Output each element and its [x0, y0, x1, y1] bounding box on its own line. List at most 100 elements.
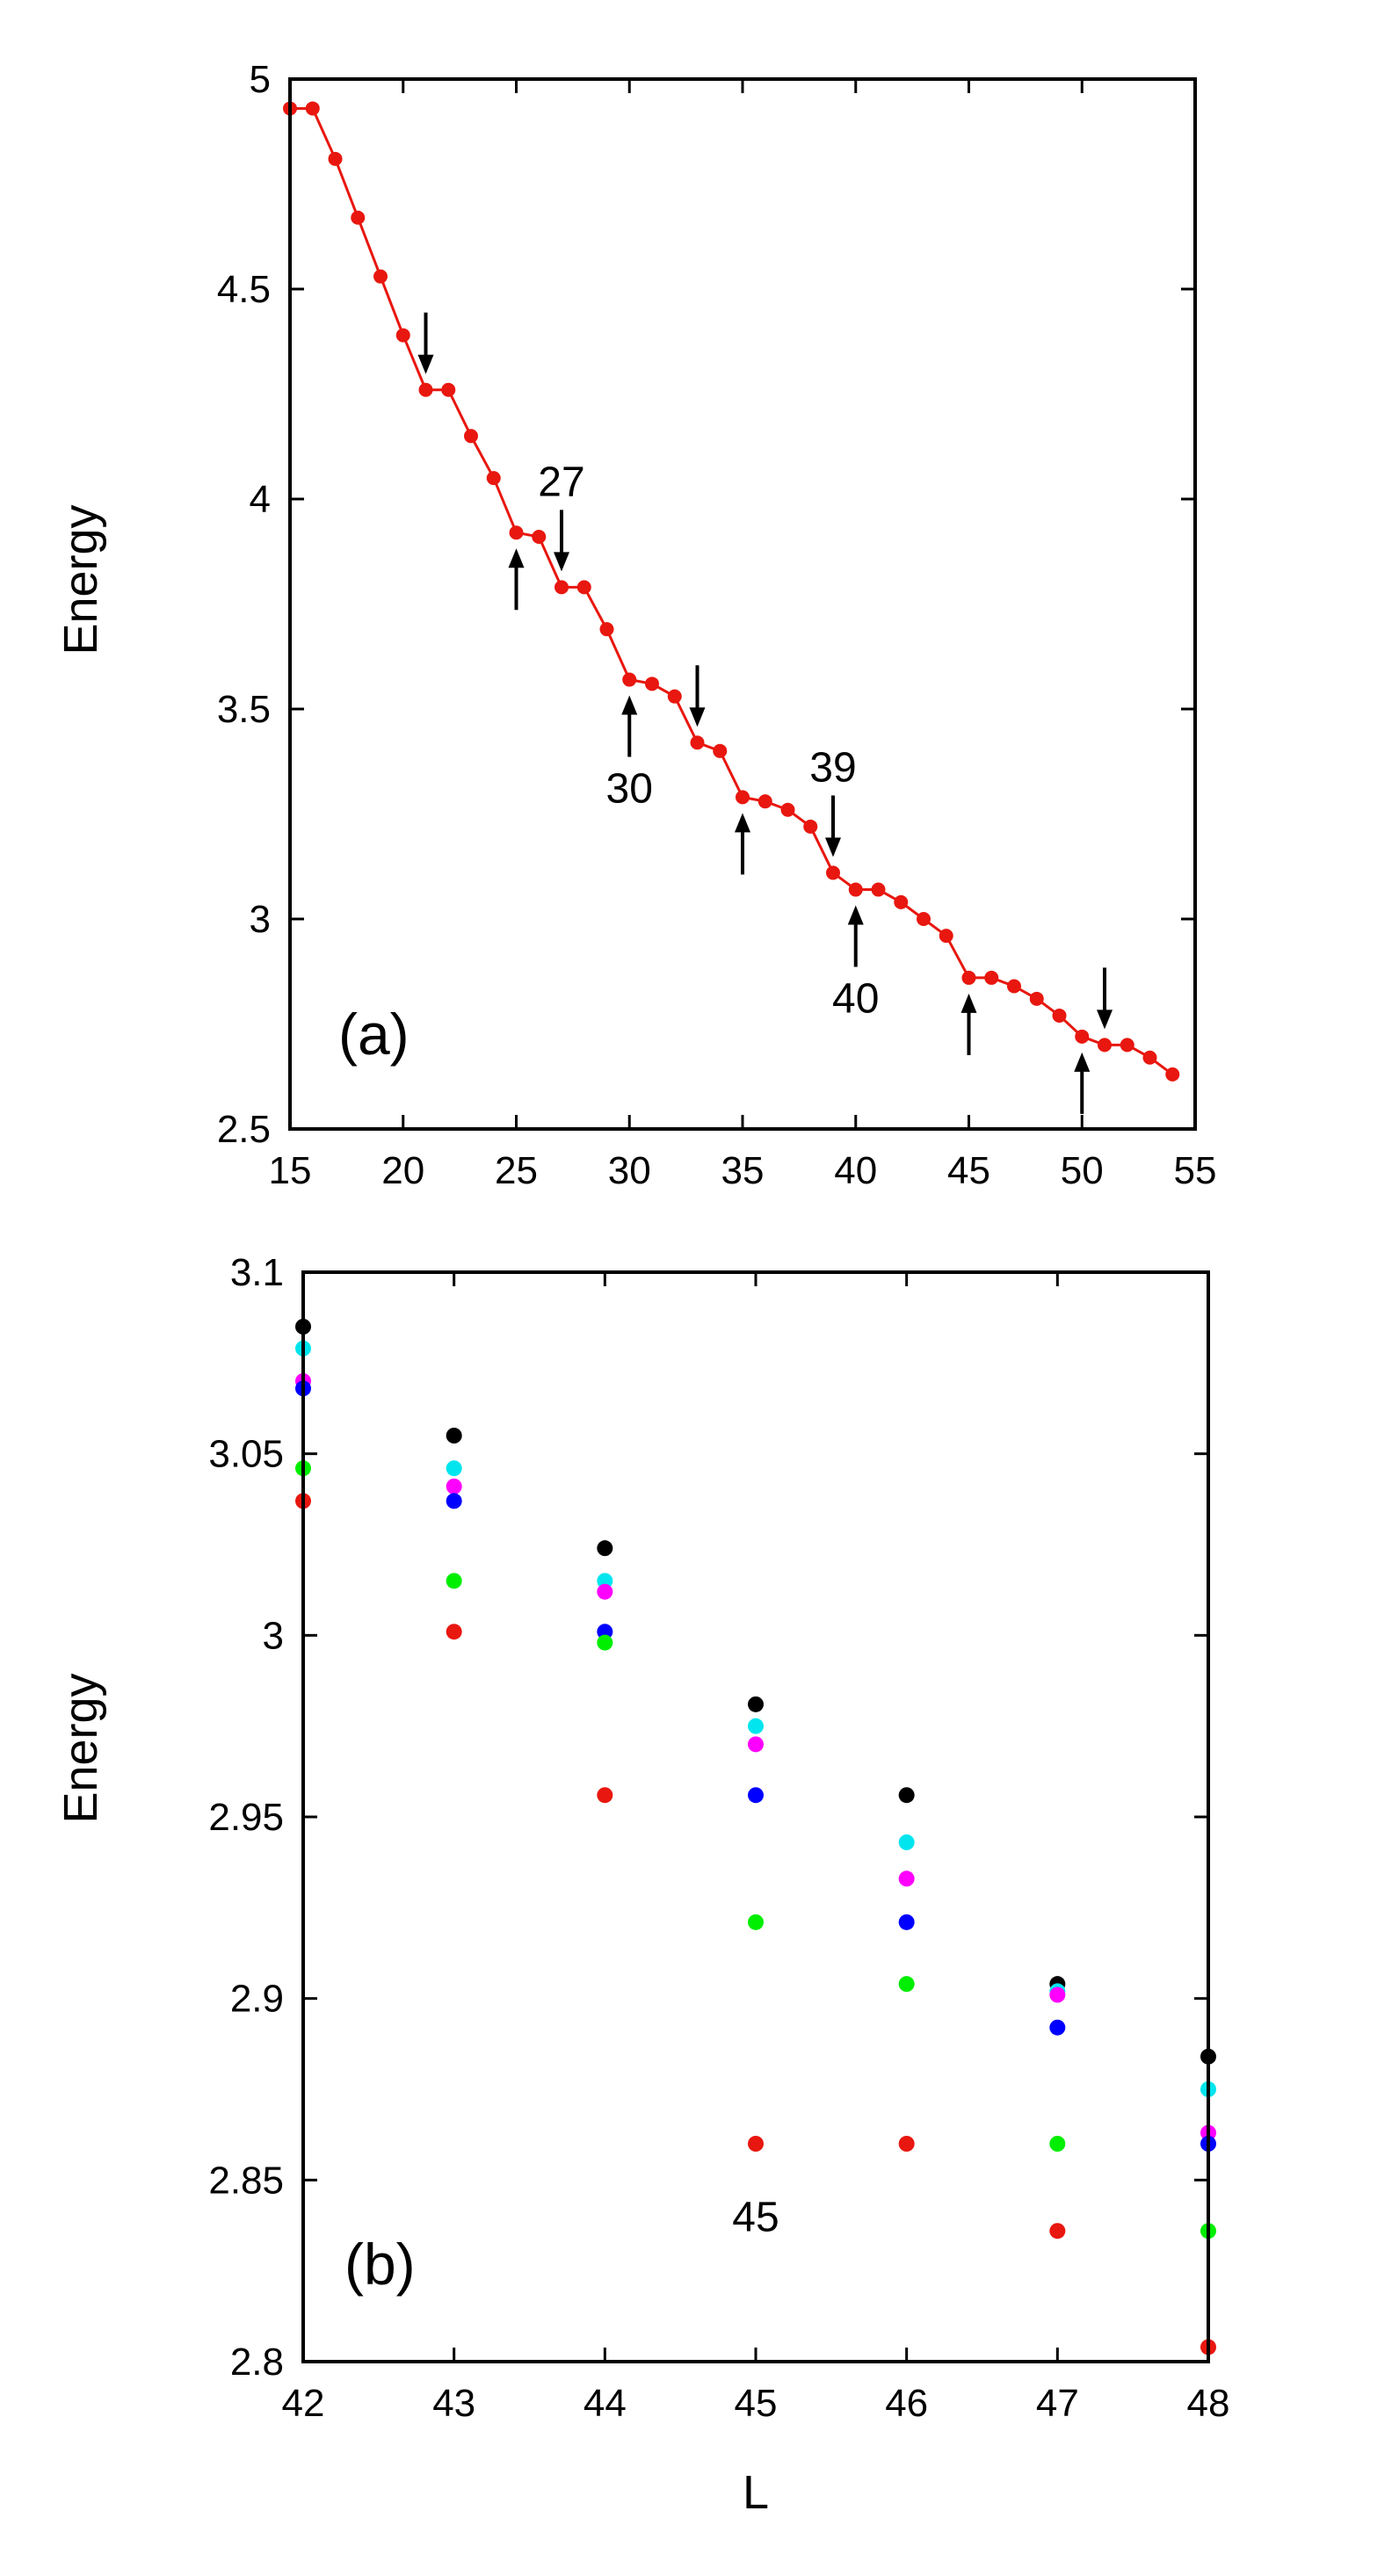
annotation-label: 40 [832, 976, 879, 1023]
panel-a-ylabel: Energy [54, 504, 107, 655]
data-point [939, 929, 953, 944]
data-point-magenta [898, 1870, 915, 1887]
data-point [871, 882, 886, 897]
data-point [917, 912, 931, 926]
data-point [622, 672, 637, 687]
y-tick-label: 2.5 [217, 1108, 271, 1151]
arrow-down-icon [554, 552, 569, 572]
data-point [576, 580, 591, 595]
x-tick-label: 45 [735, 2382, 778, 2425]
panel-a-series [283, 101, 1180, 1082]
annotation-label: 39 [809, 744, 856, 791]
data-point [1165, 1067, 1180, 1082]
panel-b-chart: Energy 2.8 2.85 2.9 2.95 3 3.05 3.1 42 43 44 45 46… [54, 1251, 1229, 2519]
annotation-label: 27 [538, 459, 584, 505]
data-point-green [597, 1634, 613, 1651]
series-line [290, 107, 1174, 1076]
data-point-black [748, 1696, 764, 1712]
data-point-green [748, 1914, 764, 1930]
data-point [373, 269, 388, 284]
panel-a-label: (a) [338, 1002, 410, 1067]
data-point-black [446, 1428, 462, 1444]
data-point [1029, 991, 1044, 1006]
data-point [645, 677, 659, 691]
y-tick-label: 2.85 [208, 2159, 284, 2202]
y-tick-label: 4 [250, 478, 271, 521]
x-tick-label: 40 [834, 1149, 877, 1192]
data-point-magenta [748, 1736, 764, 1753]
y-tick-label: 3.05 [208, 1433, 284, 1476]
x-tick-label: 50 [1061, 1149, 1104, 1192]
data-point [848, 882, 863, 897]
data-point [509, 525, 524, 540]
data-point-cyan [446, 1460, 462, 1477]
x-tick-label: 55 [1174, 1149, 1217, 1192]
data-point-red [748, 2136, 764, 2152]
y-tick-label: 2.9 [230, 1978, 284, 2021]
panel-b-frame [301, 1270, 1210, 2363]
x-tick-label: 42 [282, 2382, 325, 2425]
data-point [780, 802, 795, 817]
panel-b-label: (b) [344, 2232, 416, 2297]
x-tick-label: 30 [608, 1149, 651, 1192]
data-point-cyan [597, 1573, 613, 1589]
x-tick-label: 47 [1036, 2382, 1079, 2425]
x-tick-label: 25 [495, 1149, 538, 1192]
data-point [667, 689, 682, 704]
panel-a-yticks: 2.5 3 3.5 4 4.5 5 [217, 58, 1195, 1151]
panel-a-chart: Energy 2.5 3 3.5 4 4.5 5 15 20 25 30 35 40 45 50 55 2… [54, 58, 1216, 1192]
panel-b-xlabel: L [743, 2466, 769, 2519]
data-point [464, 429, 478, 444]
data-point [328, 151, 343, 166]
arrow-up-icon [847, 905, 864, 925]
data-point [351, 210, 366, 225]
y-tick-label: 3.1 [230, 1251, 284, 1294]
data-point [984, 970, 999, 985]
x-tick-label: 35 [721, 1149, 765, 1192]
data-point-green [898, 1976, 915, 1993]
data-point-black [898, 1787, 915, 1804]
data-point [486, 471, 501, 486]
data-point [736, 790, 750, 805]
data-point [803, 819, 818, 834]
y-tick-label: 3 [263, 1614, 284, 1657]
data-point [1052, 1008, 1067, 1023]
panel-b-yticks: 2.8 2.85 2.9 2.95 3 3.05 3.1 [208, 1251, 1208, 2384]
data-point [757, 794, 772, 809]
data-point [305, 101, 320, 116]
annotation-label: 30 [606, 766, 653, 813]
data-point [555, 580, 569, 595]
arrow-up-icon [735, 813, 750, 833]
data-point-green [446, 1573, 462, 1589]
x-tick-label: 43 [432, 2382, 475, 2425]
data-point [1098, 1038, 1112, 1053]
panel-b-xticks: 42 43 44 45 46 47 48 [282, 1272, 1229, 2425]
arrow-up-icon [508, 548, 525, 568]
x-tick-label: 46 [885, 2382, 928, 2425]
data-point-red [446, 1624, 462, 1640]
data-point [418, 382, 433, 397]
panel-b-ylabel: Energy [54, 1673, 107, 1823]
data-point-blue [597, 1624, 613, 1640]
data-point [961, 970, 976, 985]
y-tick-label: 4.5 [217, 268, 271, 311]
data-point [826, 865, 840, 880]
y-tick-label: 2.8 [230, 2341, 284, 2384]
y-tick-label: 3 [250, 898, 271, 941]
arrow-down-icon [417, 354, 434, 374]
data-point [1075, 1029, 1090, 1044]
data-point [713, 743, 728, 758]
data-point-red [898, 2136, 915, 2152]
annotation-label: 45 [732, 2195, 779, 2241]
x-tick-label: 20 [381, 1149, 424, 1192]
data-point-blue [446, 1493, 462, 1509]
data-point [690, 735, 705, 750]
data-point-blue [898, 1914, 915, 1930]
data-point [1007, 979, 1021, 994]
x-tick-label: 45 [947, 1149, 990, 1192]
data-point-green [1049, 2136, 1066, 2152]
y-tick-label: 5 [250, 58, 271, 101]
x-tick-label: 44 [584, 2382, 627, 2425]
arrow-down-icon [1097, 1009, 1113, 1030]
panel-b-series [295, 1319, 1216, 2355]
